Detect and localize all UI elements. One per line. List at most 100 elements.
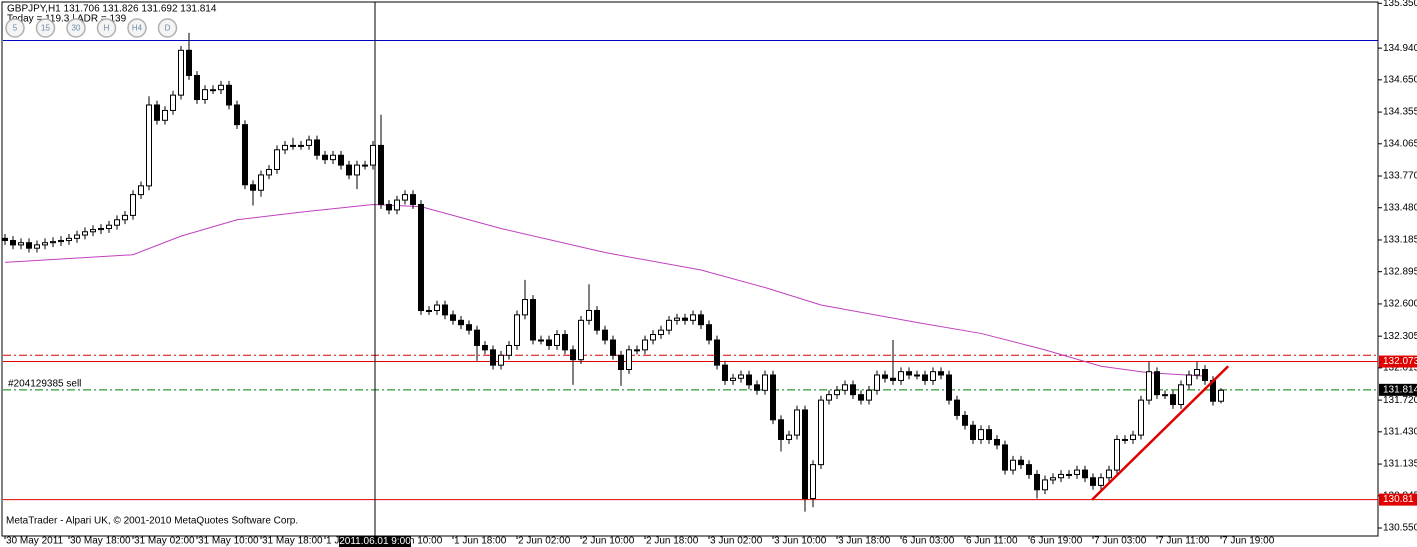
candle-body — [810, 464, 816, 500]
x-tick-label: 2 Jun 02:00 — [518, 536, 571, 547]
y-tick-label: 134.065 — [1383, 138, 1417, 149]
x-tick-label: 2 Jun 18:00 — [646, 536, 699, 547]
candle-body — [530, 299, 536, 341]
candle-body — [706, 324, 712, 341]
x-tick-label: 6 Jun 03:00 — [902, 536, 955, 547]
x-tick-label: 30 May 18:00 — [70, 536, 131, 547]
candle-body — [114, 219, 120, 226]
candle-body — [1034, 473, 1040, 491]
candle-body — [682, 317, 688, 321]
candle-body — [314, 139, 320, 156]
candle-body — [282, 144, 288, 151]
candle-body — [930, 371, 936, 381]
candle-body — [466, 324, 472, 331]
candle-body — [1002, 444, 1008, 471]
candle-body — [1194, 369, 1200, 376]
price-level-label: 132.073 — [1383, 356, 1417, 367]
candle-body — [162, 109, 168, 121]
candle-body — [106, 224, 112, 229]
candle-body — [1202, 369, 1208, 381]
x-tick-label: 1 Jun 10:00 — [390, 536, 443, 547]
price-level-tag — [1379, 383, 1417, 396]
candle-body — [946, 374, 952, 401]
candle-body — [1218, 389, 1224, 402]
timeframe-label: H — [104, 24, 110, 33]
y-tick-label: 132.895 — [1383, 266, 1417, 277]
candle-body — [122, 214, 128, 221]
timeframe-label: 5 — [13, 24, 18, 33]
timeframe-label: 15 — [41, 24, 50, 33]
candle-body — [386, 203, 392, 211]
candle-body — [290, 144, 296, 147]
candle-body — [346, 164, 352, 176]
candle-body — [66, 237, 72, 242]
candle-body — [890, 377, 896, 381]
candle-body — [26, 242, 32, 249]
candle-body — [186, 49, 192, 76]
x-tick-label: 31 May 02:00 — [134, 536, 195, 547]
candle-body — [1010, 459, 1016, 471]
candle-body — [754, 384, 760, 391]
candle-body — [906, 371, 912, 376]
candle-body — [562, 334, 568, 351]
candle-body — [522, 299, 528, 316]
y-tick-label: 134.355 — [1383, 107, 1417, 118]
candle-body — [658, 329, 664, 336]
timeframe-button[interactable] — [157, 18, 178, 38]
candle-body — [2, 237, 8, 242]
candle-body — [570, 349, 576, 361]
candle-body — [434, 304, 440, 311]
timeframe-button[interactable] — [96, 18, 117, 38]
candle-body — [634, 349, 640, 352]
candle-body — [1026, 464, 1032, 475]
candle-body — [674, 317, 680, 321]
candle-body — [1098, 477, 1104, 486]
timeframe-label: H4 — [132, 24, 143, 33]
candle-body — [554, 334, 560, 346]
candle-body — [1042, 479, 1048, 491]
candle-body — [458, 319, 464, 326]
x-tick-label: 6 Jun 19:00 — [1030, 536, 1083, 547]
y-tick-label: 132.015 — [1383, 363, 1417, 374]
y-tick-label: 133.185 — [1383, 235, 1417, 246]
candle-body — [58, 240, 64, 243]
candle-body — [834, 389, 840, 396]
timeframe-button[interactable] — [66, 18, 86, 38]
candle-body — [362, 164, 368, 167]
candle-body — [1130, 434, 1136, 440]
candle-body — [338, 154, 344, 166]
timeframe-button[interactable] — [35, 18, 56, 38]
candle-body — [762, 374, 768, 391]
candle-body — [210, 89, 216, 92]
plot-frame — [1, 1, 1379, 537]
stats: Today = 119.3 | ADR = 139 — [7, 14, 127, 25]
crosshair-tag — [339, 536, 411, 547]
candle-body — [586, 309, 592, 321]
y-tick-label: 132.305 — [1383, 331, 1417, 342]
symbol-info: GBPJPY,H1 131.706 131.826 131.692 131.81… — [7, 4, 217, 15]
candle-body — [298, 144, 304, 147]
candle-body — [722, 364, 728, 381]
candle-body — [594, 309, 600, 331]
candle-body — [626, 349, 632, 371]
x-tick-label: 31 May 10:00 — [198, 536, 259, 547]
candle-body — [410, 194, 416, 205]
trendline — [1091, 365, 1230, 501]
timeframe-label: D — [165, 24, 171, 33]
candle-body — [170, 94, 176, 111]
candle-body — [1114, 438, 1120, 471]
timeframe-button[interactable] — [5, 18, 25, 38]
candle-body — [970, 424, 976, 440]
timeframe-button[interactable] — [127, 18, 147, 38]
candle-body — [306, 139, 312, 146]
candle-body — [954, 399, 960, 416]
x-tick-label: 6 Jun 11:00 — [966, 536, 1018, 547]
x-tick-label: 7 Jun 03:00 — [1094, 536, 1147, 547]
candle-body — [1066, 473, 1072, 476]
candle-body — [922, 374, 928, 381]
candle-body — [1074, 469, 1080, 475]
candle-body — [994, 438, 1000, 446]
x-tick-label: 2 Jun 10:00 — [582, 536, 635, 547]
price-level-tag — [1379, 355, 1417, 368]
